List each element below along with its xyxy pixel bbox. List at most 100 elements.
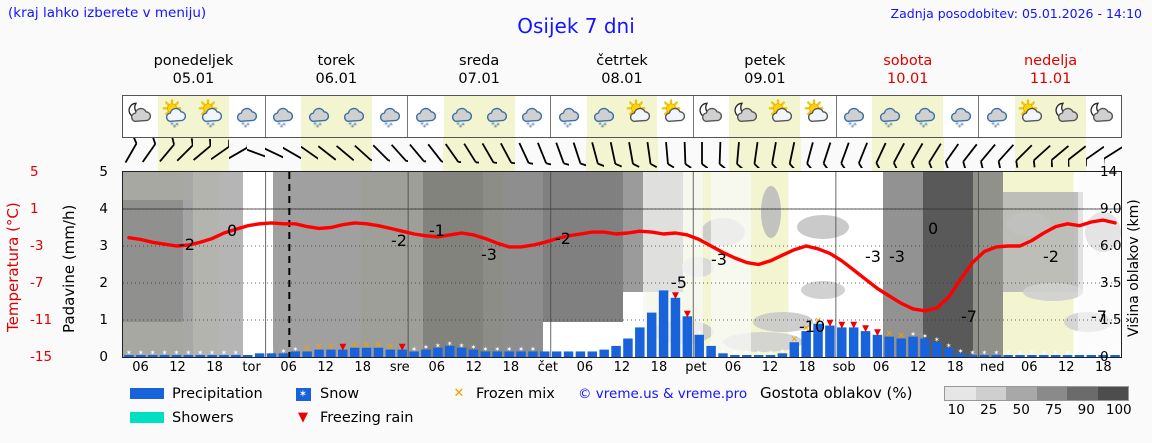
wind-barb-icon: [300, 145, 319, 161]
svg-text:✶: ✶: [174, 349, 180, 357]
svg-text:✳: ✳: [957, 123, 962, 129]
weather-icon-wrap: [1053, 99, 1083, 133]
wind-barb-icon: [771, 142, 778, 168]
svg-text:✳: ✳: [246, 121, 251, 127]
wind-barb-icon: [408, 143, 426, 163]
time-tick-label: 12: [317, 360, 334, 375]
weather-icon-cell: [1050, 96, 1086, 137]
wind-barb-cell: [622, 138, 640, 171]
wind-barb-icon: [664, 141, 675, 168]
icon-day-group: ✳ ✳ ✳ ✳ ✳ ✳ ✳ ✳ ✳ ✳ ✳ ✳: [408, 96, 552, 137]
wind-barb-cell: [140, 138, 158, 171]
wind-barb-icon: [372, 144, 390, 162]
wind-barb-cell: [211, 138, 230, 171]
wind-barb-cell: [854, 138, 872, 171]
wind-barb-cell: [694, 138, 712, 171]
wind-barb-icon: [211, 139, 230, 161]
weather-icon-wrap: [1088, 99, 1118, 133]
cloud-density-tick: 90: [1077, 402, 1095, 418]
svg-text:✕: ✕: [791, 335, 799, 345]
weather-icon-wrap: ✳ ✳ ✳: [482, 99, 512, 133]
svg-text:✶: ✶: [269, 347, 275, 355]
svg-text:✳: ✳: [996, 121, 1001, 127]
weather-icon-cell: ✳ ✳ ✳: [336, 96, 373, 137]
svg-text:✶: ✶: [934, 336, 940, 344]
svg-text:✶: ✶: [732, 349, 738, 357]
weather-icon-wrap: [660, 98, 690, 133]
svg-text:✳: ✳: [205, 121, 210, 127]
temperature-value-label: -2: [555, 229, 571, 248]
time-tick-label: 06: [428, 360, 446, 375]
svg-text:✶: ✶: [233, 349, 239, 357]
svg-text:✳: ✳: [351, 123, 356, 129]
wind-barb-cell: [961, 138, 979, 171]
weather-icon-cell: ✳ ✳ ✳: [266, 96, 301, 137]
forecast-plot[interactable]: ✶ ✶ ✶ ✶ ✶ ✶ ✶ ✶ ✶ ✶ ✶ ✶ ✶ ✶ ✶ ✶ ✶ ✶ ✶ ✶ ✶ ✶ ✶ ✶ ✶ ✶ ✶ ✶ ✶ ✶ ✶ ✶ ✶ ✶ ✶ ✶ ✶ ✶ ✶ ✶…: [122, 171, 1122, 358]
wind-barb-icon: [1086, 145, 1105, 167]
precipitation-axis-title: Padavine (mm/h): [60, 204, 78, 333]
copyright-link[interactable]: © vreme.us & vreme.pro: [578, 386, 748, 402]
day-header-sreda: sreda 07.01: [408, 52, 551, 90]
wind-barb-cell: [711, 138, 729, 171]
wind-barb-icon: [962, 143, 978, 168]
day-date: 05.01: [172, 71, 215, 87]
time-tick-label: 12: [613, 360, 631, 375]
time-tick-label: 06: [872, 360, 890, 375]
svg-text:✶: ✶: [459, 342, 465, 350]
temperature-value-label: -5: [671, 273, 687, 292]
weather-icon: [128, 102, 151, 122]
weather-icon-wrap: ✳ ✳ ✳: [982, 99, 1012, 133]
svg-text:✳: ✳: [243, 123, 248, 129]
cloud-density-tick: 50: [1012, 402, 1030, 418]
wind-barb-icon: [573, 142, 587, 167]
weather-icon: ✳ ✳✳: [379, 107, 400, 129]
time-tick-label: čet: [537, 360, 558, 375]
legend-item-snow: ✶ Snow: [292, 386, 359, 402]
weather-icon-wrap: ✳ ✳ ✳: [910, 99, 940, 133]
wind-barb-cell: [819, 138, 837, 171]
svg-text:✶: ✶: [1029, 349, 1035, 357]
wind-barb-icon: [609, 142, 623, 168]
wind-barb-cell: [1050, 138, 1069, 171]
svg-text:✶: ✶: [756, 349, 762, 357]
svg-text:▼: ▼: [850, 320, 857, 330]
time-tick-label: 06: [724, 360, 742, 375]
time-tick-label: pet: [685, 360, 707, 375]
wind-barb-cell: [676, 138, 694, 171]
svg-text:✳: ✳: [851, 123, 856, 129]
legend-item-showers: Showers: [130, 410, 234, 426]
time-tick-label: 18: [206, 360, 223, 375]
weather-icon: ✳ ✳✳: [558, 107, 579, 129]
wind-barb-cell: [193, 138, 212, 171]
weather-icon-cell: ✳ ✳ ✳: [979, 96, 1014, 137]
cloud-height-tick: 0: [1100, 349, 1109, 365]
wind-barb-cell: [639, 138, 658, 171]
wind-barb-cell: [907, 138, 926, 171]
wind-barb-cell: [408, 138, 426, 171]
weather-icon-cell: ✳ ✳ ✳: [229, 96, 264, 137]
wind-barb-icon: [158, 138, 175, 163]
svg-text:✕: ✕: [363, 341, 371, 351]
wind-barb-icon: [1068, 145, 1087, 167]
legend: Precipitation Showers ✶ Snow ▼ Freezing …: [130, 383, 590, 431]
time-tick-label: 18: [502, 360, 520, 375]
cloud-density-tick: 25: [980, 402, 998, 418]
wind-barb-cell: [390, 138, 408, 171]
wind-barb-icon: [176, 138, 194, 162]
cloud-density-segment: [1097, 387, 1128, 400]
weather-icon-cell: ✳ ✳ ✳: [586, 96, 623, 137]
weather-icon-wrap: ✳ ✳ ✳: [161, 98, 191, 133]
weather-icon-wrap: ✳ ✳ ✳: [447, 99, 477, 133]
svg-text:✶: ✶: [257, 347, 263, 355]
wind-barb-cell: [747, 138, 765, 171]
temperature-tick: 5: [30, 164, 39, 180]
time-tick-label: 06: [1020, 360, 1038, 375]
weather-icon: [769, 98, 793, 122]
wind-barb-icon: [736, 141, 744, 168]
page-title: Osijek 7 dni: [517, 14, 635, 38]
wind-barb-cell: [872, 138, 890, 171]
wind-barb-cell: [175, 138, 194, 171]
wind-barb-cell: [1014, 138, 1033, 171]
svg-text:✶: ✶: [209, 349, 215, 357]
wind-barb-icon: [1032, 144, 1051, 168]
